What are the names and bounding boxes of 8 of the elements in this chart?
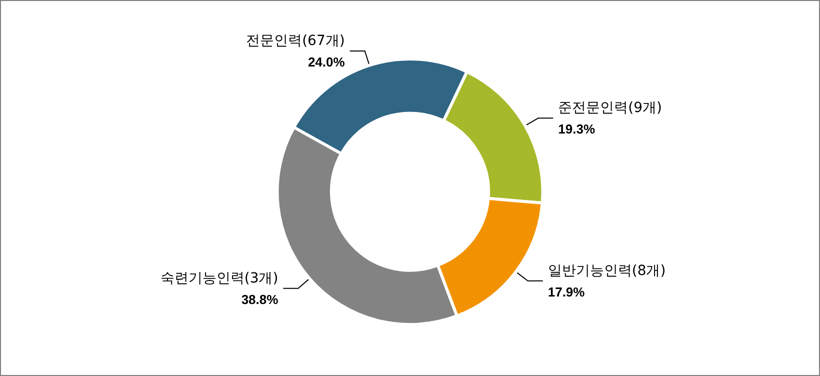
slice-label: 숙련기능인력(3개) [160, 270, 278, 286]
data-label: 24.0% [308, 54, 346, 70]
data-label: 19.3% [558, 122, 596, 137]
data-label: 38.8% [241, 292, 279, 307]
slice-label: 일반기능인력(8개) [548, 262, 666, 279]
slice-label: 전문인력(67개) [246, 33, 345, 50]
data-label: 17.9% [548, 284, 586, 300]
slice-label: 준전문인력(9개) [558, 100, 662, 116]
